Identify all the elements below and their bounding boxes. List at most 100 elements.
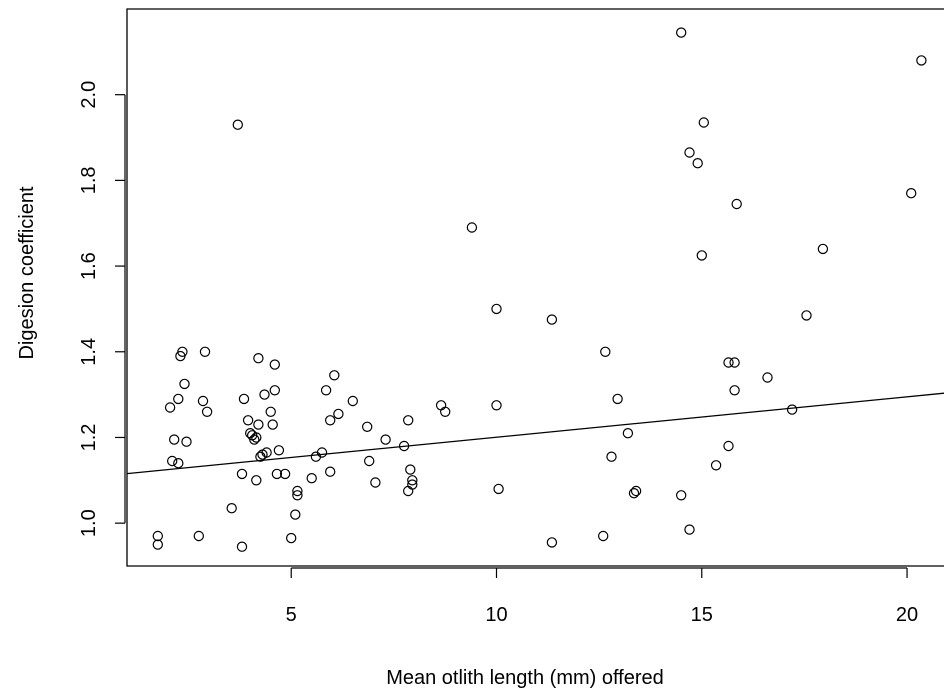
- y-tick-label: 1.2: [78, 424, 100, 452]
- data-point: [232, 119, 243, 130]
- y-tick-label: 1.4: [78, 338, 100, 366]
- data-point: [731, 198, 742, 210]
- data-point: [723, 357, 734, 368]
- data-point: [333, 408, 344, 420]
- y-tick-label: 1.6: [78, 252, 100, 280]
- data-point: [181, 436, 192, 447]
- data-point: [329, 370, 340, 381]
- data-point: [249, 434, 260, 445]
- data-point: [762, 372, 773, 383]
- data-point: [546, 314, 558, 325]
- data-point: [546, 537, 558, 548]
- data-point: [684, 524, 695, 535]
- data-point: [723, 440, 734, 452]
- data-point: [279, 468, 291, 480]
- data-point: [251, 432, 262, 443]
- data-point: [440, 406, 451, 417]
- data-point: [152, 530, 163, 542]
- data-point: [253, 353, 264, 364]
- data-point: [253, 419, 264, 430]
- data-point: [164, 402, 176, 413]
- data-point: [362, 421, 373, 432]
- data-point: [177, 346, 188, 357]
- data-point: [267, 419, 278, 430]
- plot-frame: [126, 8, 944, 567]
- y-tick-label: 1.8: [78, 166, 100, 194]
- data-point: [801, 310, 812, 321]
- data-point: [491, 400, 502, 411]
- x-tick-label: 15: [691, 604, 713, 626]
- data-point: [370, 477, 381, 488]
- data-point: [676, 490, 687, 501]
- data-point: [630, 485, 642, 497]
- data-point: [226, 503, 237, 514]
- data-point: [710, 460, 722, 471]
- data-point: [238, 393, 250, 405]
- data-point: [684, 147, 695, 158]
- data-point: [265, 406, 276, 417]
- data-point: [273, 445, 285, 456]
- data-point: [493, 483, 504, 495]
- data-point: [316, 447, 328, 458]
- data-point: [612, 393, 623, 405]
- data-point: [199, 346, 211, 357]
- data-point: [405, 464, 416, 475]
- data-point: [306, 473, 317, 484]
- data-point: [729, 385, 740, 396]
- x-axis-title: Mean otlith length (mm) offered: [386, 667, 664, 689]
- y-axis-title: Digesion coefficient: [16, 186, 38, 360]
- data-point: [466, 222, 478, 233]
- data-point: [598, 530, 609, 542]
- data-point: [168, 434, 180, 445]
- data-point: [622, 428, 634, 439]
- data-point: [269, 359, 280, 370]
- data-point: [269, 385, 280, 396]
- data-point: [236, 468, 248, 480]
- data-point: [261, 447, 272, 458]
- data-point: [729, 357, 740, 368]
- data-point: [193, 530, 204, 542]
- data-point: [197, 395, 209, 407]
- data-point: [251, 475, 262, 486]
- data-point: [407, 475, 418, 486]
- data-point: [152, 539, 163, 550]
- data-point: [292, 485, 303, 497]
- data-point: [173, 458, 184, 469]
- data-point: [692, 157, 703, 169]
- points-layer: [152, 27, 927, 552]
- x-tick-label: 10: [485, 604, 507, 626]
- data-point: [606, 451, 617, 462]
- y-tick-label: 1.0: [78, 509, 100, 537]
- data-point: [173, 393, 184, 405]
- data-point: [435, 400, 447, 411]
- data-point: [179, 378, 190, 390]
- data-point: [320, 385, 332, 396]
- data-point: [403, 415, 414, 426]
- x-tick-label: 5: [286, 604, 297, 626]
- data-point: [491, 303, 502, 315]
- data-point: [817, 243, 829, 255]
- data-point: [166, 455, 178, 467]
- data-point: [242, 415, 254, 426]
- y-tick-label: 2.0: [78, 81, 100, 109]
- x-tick-label: 20: [896, 604, 918, 626]
- data-point: [364, 455, 375, 467]
- data-point: [380, 434, 391, 445]
- data-point: [600, 346, 611, 357]
- data-point: [906, 187, 917, 199]
- data-point: [292, 490, 303, 501]
- data-point: [201, 406, 213, 417]
- data-point: [676, 27, 687, 38]
- data-point: [347, 395, 358, 407]
- data-point: [407, 479, 418, 490]
- regression-line: [126, 392, 944, 475]
- data-point: [290, 509, 301, 520]
- x-axis: 5 10 15 20: [286, 567, 918, 626]
- data-point: [286, 532, 297, 544]
- data-point: [786, 404, 798, 415]
- data-point: [696, 250, 708, 261]
- data-point: [259, 389, 270, 400]
- data-point: [271, 468, 283, 480]
- y-axis: 1.0 1.2 1.4 1.6 1.8 2.0: [78, 81, 126, 537]
